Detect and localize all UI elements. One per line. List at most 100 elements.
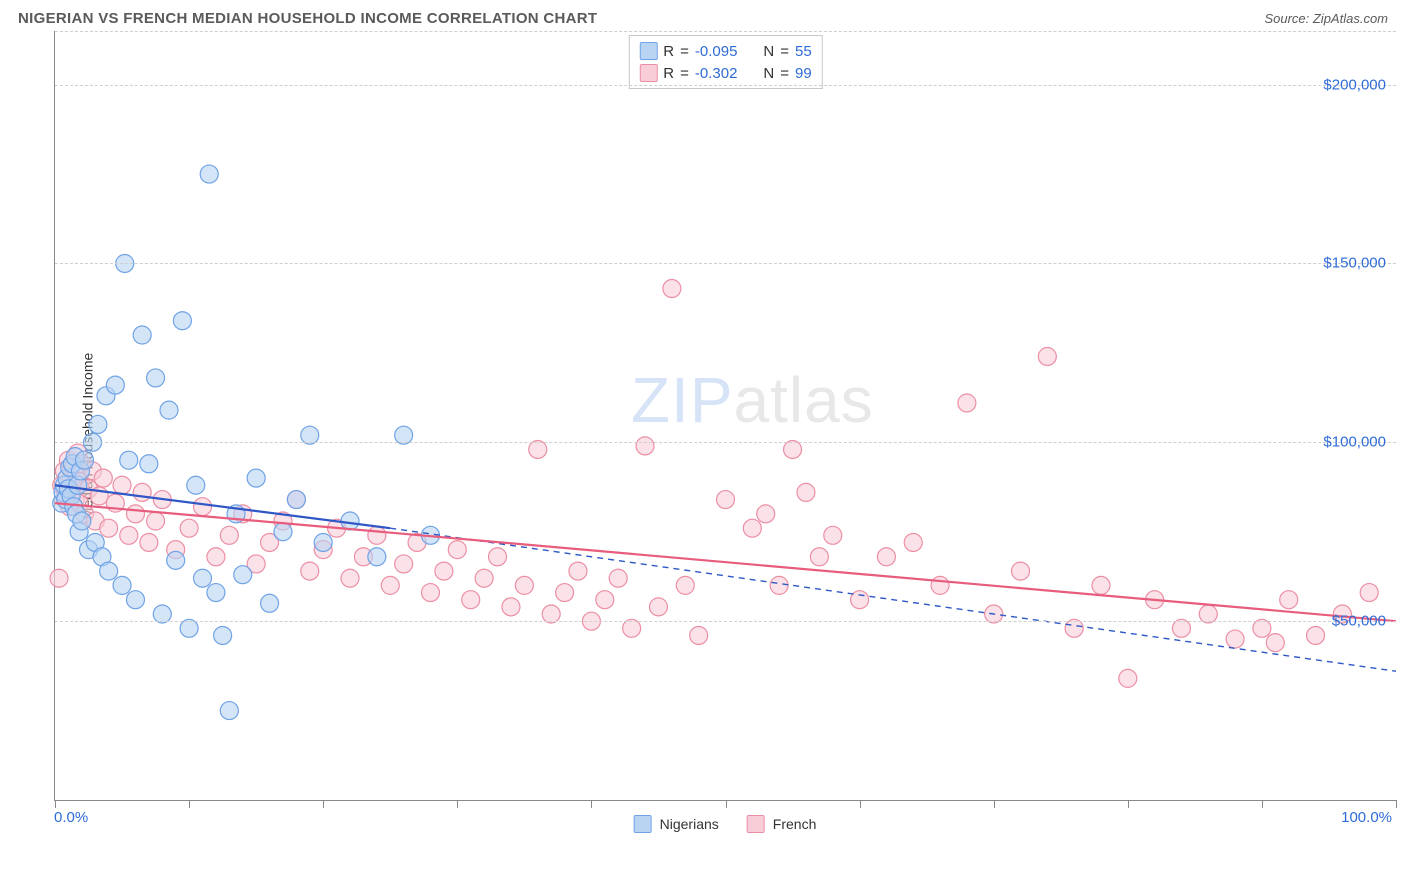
x-tick-mark [1128,800,1129,808]
scatter-point [50,569,68,587]
equals-icon: = [680,43,689,60]
scatter-point [247,469,265,487]
scatter-point [220,526,238,544]
scatter-point [94,469,112,487]
gridline-h [55,621,1396,622]
scatter-point [958,394,976,412]
scatter-point [220,702,238,720]
legend-item-french: French [747,815,817,833]
y-tick-label: $50,000 [1332,613,1386,630]
plot-area: ZIPatlas R = -0.095 N = 55 R = [54,31,1396,801]
legend-item-nigerians: Nigerians [634,815,719,833]
equals-icon: = [780,43,789,60]
chart-source: Source: ZipAtlas.com [1264,11,1388,26]
scatter-point [207,584,225,602]
stats-n-label: N [763,65,774,82]
stats-r-value-french: -0.302 [695,65,738,82]
scatter-point [214,626,232,644]
scatter-point [147,512,165,530]
scatter-point [368,526,386,544]
scatter-point [502,598,520,616]
scatter-point [140,533,158,551]
scatter-point [120,451,138,469]
scatter-point [234,566,252,584]
scatter-point [194,569,212,587]
plot-wrapper: Median Household Income ZIPatlas R = -0.… [10,31,1396,841]
scatter-plot-svg [55,31,1396,800]
scatter-point [649,598,667,616]
scatter-point [475,569,493,587]
scatter-point [1360,584,1378,602]
x-tick-mark [994,800,995,808]
scatter-point [877,548,895,566]
scatter-point [173,312,191,330]
scatter-point [100,519,118,537]
scatter-point [126,591,144,609]
scatter-point [160,401,178,419]
scatter-point [462,591,480,609]
scatter-point [274,523,292,541]
x-axis-max-label: 100.0% [1341,809,1392,826]
scatter-point [341,569,359,587]
stats-r-value-nigerians: -0.095 [695,43,738,60]
scatter-point [448,541,466,559]
x-tick-mark [726,800,727,808]
legend-label-french: French [773,816,817,832]
x-tick-mark [591,800,592,808]
scatter-point [797,483,815,501]
scatter-point [489,548,507,566]
scatter-point [120,526,138,544]
chart-header: NIGERIAN VS FRENCH MEDIAN HOUSEHOLD INCO… [10,10,1396,31]
scatter-point [1280,591,1298,609]
gridline-h [55,85,1396,86]
scatter-point [73,512,91,530]
scatter-point [126,505,144,523]
x-tick-mark [189,800,190,808]
scatter-point [140,455,158,473]
stats-n-value-nigerians: 55 [795,43,812,60]
correlation-stats-box: R = -0.095 N = 55 R = -0.302 N = 99 [628,35,822,89]
x-tick-mark [1396,800,1397,808]
scatter-point [187,476,205,494]
equals-icon: = [780,65,789,82]
y-tick-label: $150,000 [1323,255,1386,272]
scatter-point [368,548,386,566]
scatter-point [904,533,922,551]
scatter-point [261,594,279,612]
scatter-point [1266,634,1284,652]
scatter-point [717,491,735,509]
scatter-point [341,512,359,530]
scatter-point [810,548,828,566]
y-tick-label: $100,000 [1323,434,1386,451]
scatter-point [824,526,842,544]
gridline-h [55,442,1396,443]
x-tick-mark [1262,800,1263,808]
scatter-point [167,551,185,569]
scatter-point [757,505,775,523]
scatter-point [609,569,627,587]
scatter-point [515,576,533,594]
legend-swatch-nigerians [634,815,652,833]
scatter-point [1092,576,1110,594]
x-axis-labels: 0.0% Nigerians French 100.0% [54,809,1396,833]
scatter-point [106,376,124,394]
scatter-point [1038,347,1056,365]
chart-title: NIGERIAN VS FRENCH MEDIAN HOUSEHOLD INCO… [18,10,597,27]
stats-swatch-nigerians [639,42,657,60]
scatter-point [770,576,788,594]
scatter-point [113,476,131,494]
scatter-point [1119,669,1137,687]
scatter-point [1226,630,1244,648]
scatter-point [663,280,681,298]
regression-line [390,528,1396,671]
scatter-point [421,584,439,602]
scatter-point [1307,626,1325,644]
scatter-point [596,591,614,609]
stats-r-label: R [663,43,674,60]
scatter-point [690,626,708,644]
stats-n-label: N [763,43,774,60]
scatter-point [931,576,949,594]
scatter-point [147,369,165,387]
gridline-h [55,31,1396,32]
scatter-point [314,533,332,551]
